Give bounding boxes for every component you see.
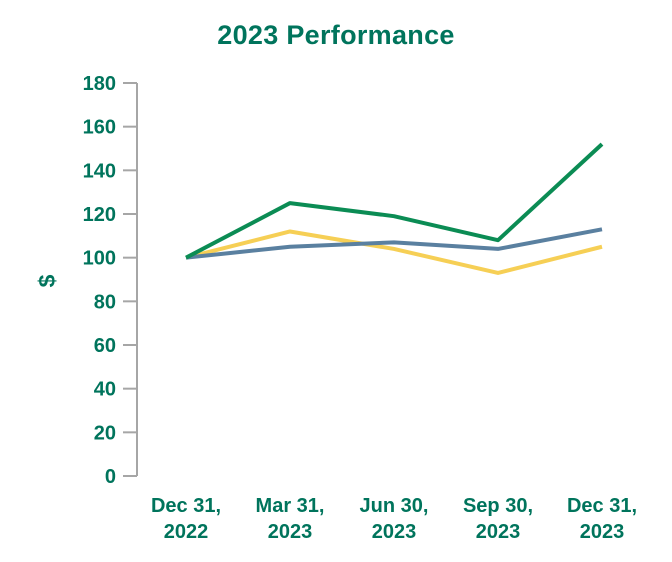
series-lines xyxy=(185,142,604,275)
x-tick-label: 2023 xyxy=(372,521,417,543)
blue-line xyxy=(185,227,603,260)
x-tick-label: 2023 xyxy=(268,521,313,543)
yellow-line xyxy=(185,229,603,275)
x-tick-label: 2022 xyxy=(164,521,209,543)
y-axis xyxy=(123,82,138,477)
x-axis-tick-labels: Dec 31, 2022 Mar 31, 2023 Jun 30, 2023 Sep 30,… xyxy=(151,495,637,543)
y-tick-label: 100 xyxy=(83,248,116,270)
y-tick-label: 120 xyxy=(83,204,116,226)
y-tick-label: 20 xyxy=(94,422,116,444)
y-tick-label: 40 xyxy=(94,379,116,401)
chart-title: 2023 Performance xyxy=(217,20,455,50)
x-tick-label: Dec 31, xyxy=(567,495,637,517)
x-tick-label: Mar 31, xyxy=(256,495,325,517)
y-tick-label: 180 xyxy=(83,73,116,95)
y-tick-label: 60 xyxy=(94,335,116,357)
y-tick-label: 80 xyxy=(94,291,116,313)
x-tick-label: Jun 30, xyxy=(360,495,429,517)
y-tick-label: 0 xyxy=(105,466,116,488)
x-tick-label: 2023 xyxy=(476,521,521,543)
x-tick-label: Dec 31, xyxy=(151,495,221,517)
y-tick-label: 160 xyxy=(83,117,116,139)
green-line xyxy=(185,142,604,260)
x-tick-label: Sep 30, xyxy=(463,495,533,517)
y-axis-title: $ xyxy=(34,274,60,287)
y-tick-label: 140 xyxy=(83,160,116,182)
y-axis-tick-labels: 0 20 40 60 80 100 120 140 160 180 xyxy=(83,73,116,488)
x-tick-label: 2023 xyxy=(580,521,625,543)
